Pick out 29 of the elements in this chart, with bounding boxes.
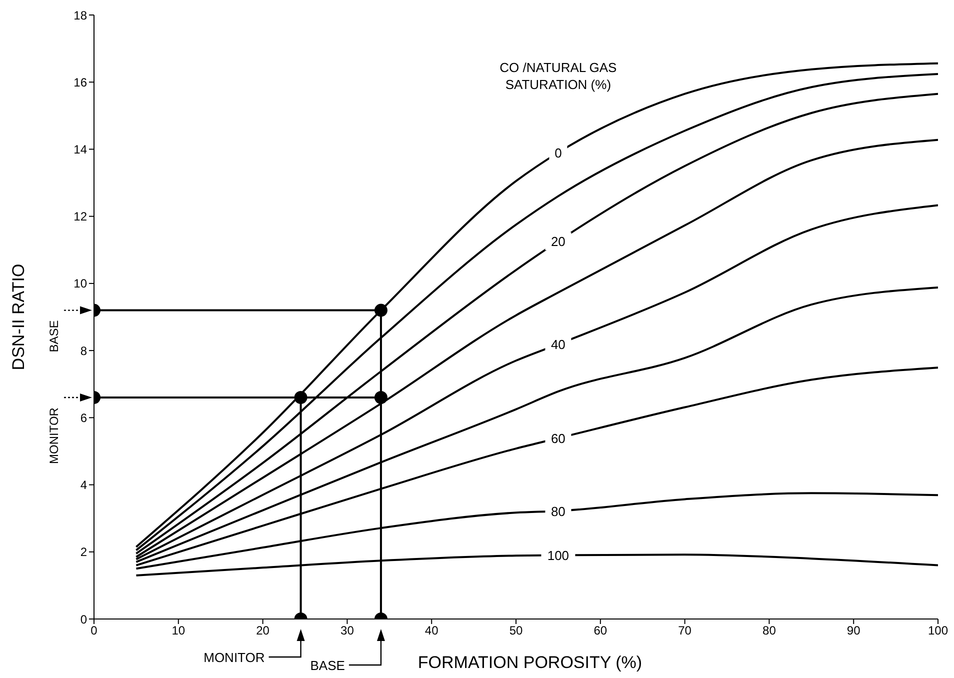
y-tick-label: 12 [74, 210, 88, 224]
y-tick-label: 2 [80, 545, 88, 560]
x-tick-label: 50 [509, 624, 523, 638]
x-tick-label: 80 [762, 624, 776, 638]
x-tick-label: 90 [846, 624, 861, 638]
y-tick-label: 16 [74, 75, 88, 90]
y-axis-title: DSN-II RATIO [9, 264, 28, 370]
x-tick-label: 20 [256, 624, 270, 638]
y-tick-label: 18 [74, 8, 88, 22]
y-tick-label: 4 [80, 478, 88, 492]
x-tick-label: 70 [678, 624, 692, 638]
series-label: 0 [554, 146, 562, 161]
x-tick-label: 40 [424, 624, 439, 638]
text: BASE [310, 658, 346, 673]
y-tick-label: 0 [80, 612, 88, 626]
x-tick-label: 10 [172, 624, 186, 638]
text: MONITOR [47, 407, 61, 464]
x-tick-label: 0 [90, 624, 98, 638]
y-tick-label: 10 [74, 276, 88, 291]
x-tick-label: 60 [594, 624, 608, 638]
y-tick-label: 8 [80, 344, 88, 358]
text: BASE [47, 320, 61, 352]
x-tick-label: 100 [928, 624, 948, 638]
y-tick-label: 14 [74, 142, 88, 156]
x-tick-label: 30 [340, 624, 354, 638]
text: MONITOR [204, 650, 265, 665]
x-axis-title: FORMATION POROSITY (%) [418, 653, 642, 672]
y-tick-label: 6 [80, 410, 88, 425]
legend-title: CO /NATURAL GAS SATURATION (%) [498, 59, 618, 93]
